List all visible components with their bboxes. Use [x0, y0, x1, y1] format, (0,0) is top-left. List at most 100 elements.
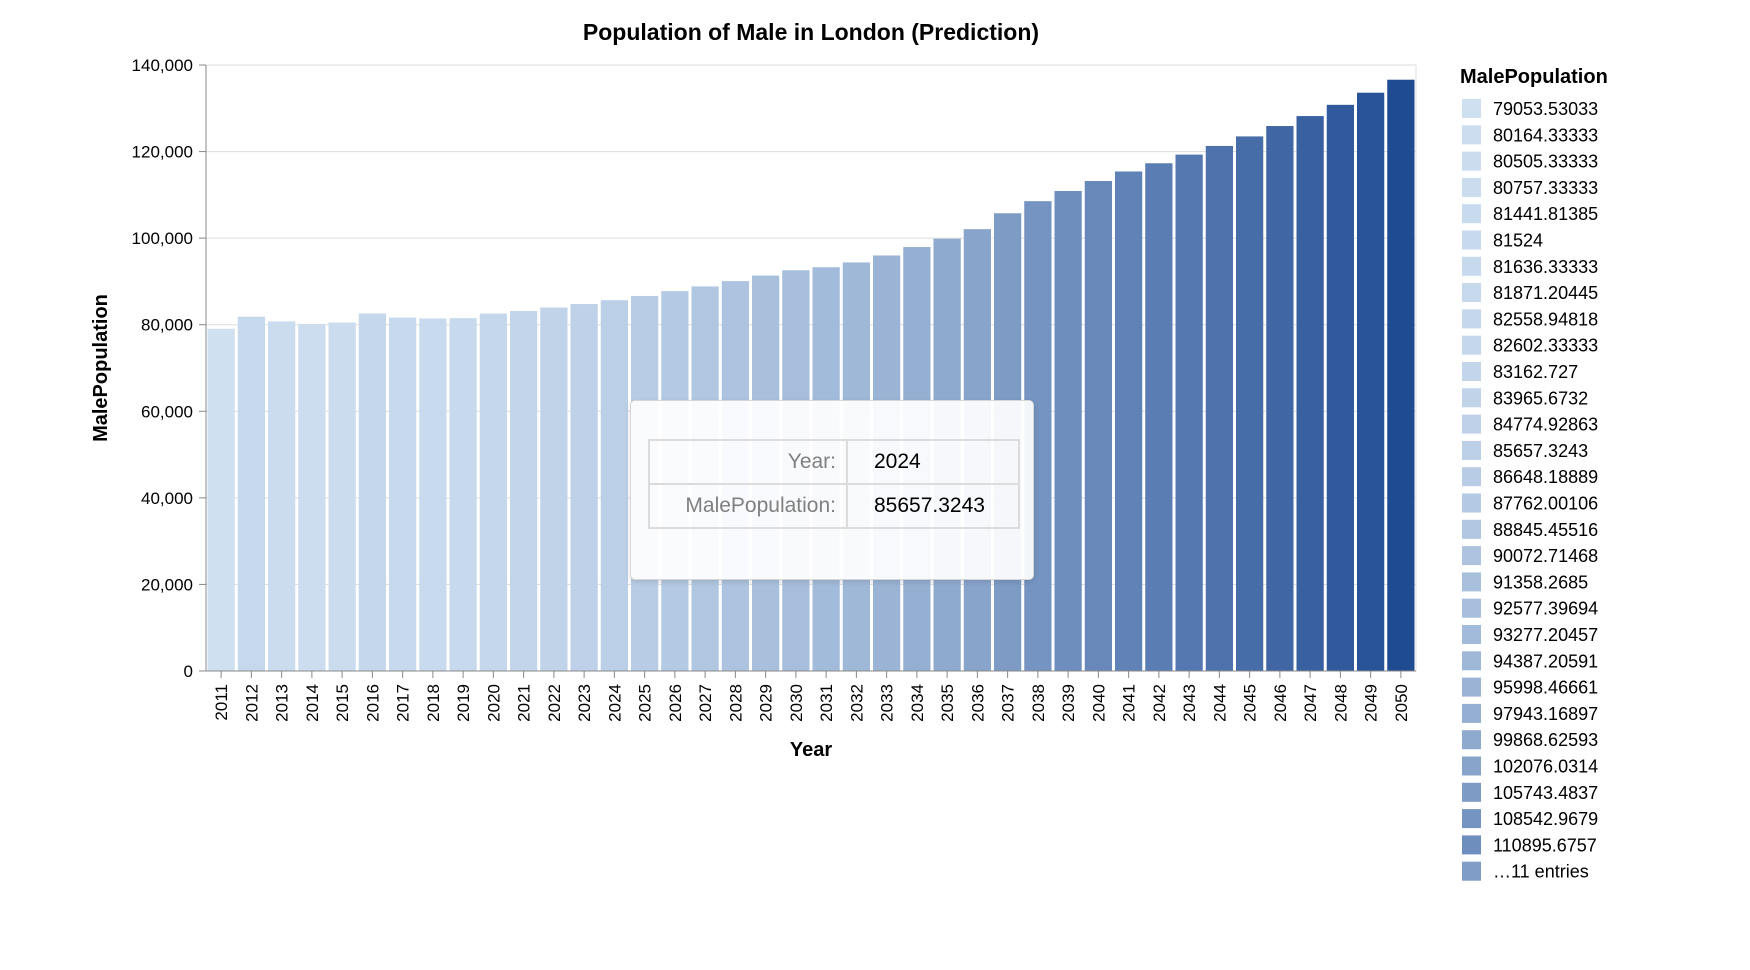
x-tick-label: 2023 [575, 684, 594, 722]
x-tick-label: 2048 [1331, 684, 1350, 722]
x-tick-label: 2013 [273, 684, 292, 722]
bar-2013 [268, 321, 296, 671]
x-tick-label: 2041 [1120, 684, 1139, 722]
tooltip-year-label: Year: [648, 439, 848, 485]
legend-entry-label: 87762.00106 [1493, 494, 1598, 514]
legend-swatch [1462, 256, 1481, 276]
tooltip-year-value: 2024 [846, 439, 1020, 485]
x-tick-label: 2040 [1089, 684, 1108, 722]
bar-2012 [237, 316, 265, 671]
x-tick-label: 2021 [515, 684, 534, 722]
tooltip-population-value: 85657.3243 [846, 483, 1020, 529]
legend-entry-label: 93277.20457 [1493, 625, 1598, 645]
x-tick-label: 2032 [847, 684, 866, 722]
legend-entry-label: 86648.18889 [1493, 467, 1598, 487]
x-tick-label: 2015 [333, 684, 352, 722]
legend-swatch [1462, 467, 1481, 487]
legend-swatch [1462, 230, 1481, 250]
y-tick-label: 80,000 [141, 316, 193, 335]
legend-entry-label: …11 entries [1493, 862, 1589, 882]
x-tick-label: 2034 [908, 684, 927, 722]
x-tick-label: 2018 [424, 684, 443, 722]
chart-title: Population of Male in London (Prediction… [583, 19, 1039, 45]
x-tick-label: 2036 [968, 684, 987, 722]
legend-entry-label: 102076.0314 [1493, 757, 1598, 777]
legend-entry-label: 80164.33333 [1493, 125, 1598, 145]
y-tick-label: 0 [184, 662, 193, 681]
y-tick-label: 100,000 [132, 229, 193, 248]
y-axis-title: MalePopulation [90, 294, 112, 442]
bar-2047 [1296, 116, 1324, 671]
x-tick-label: 2038 [1029, 684, 1048, 722]
legend-swatch [1462, 177, 1481, 197]
legend-entry-label: 110895.6757 [1493, 835, 1597, 855]
legend-entry-label: 80505.33333 [1493, 152, 1598, 172]
x-tick-label: 2024 [605, 684, 624, 722]
bar-2046 [1266, 126, 1294, 672]
x-tick-label: 2045 [1241, 684, 1260, 722]
legend-entry-label: 83162.727 [1493, 362, 1578, 382]
legend-entry-label: 85657.3243 [1493, 441, 1588, 461]
x-tick-label: 2035 [938, 684, 957, 722]
x-axis-title: Year [790, 739, 832, 761]
x-tick-label: 2025 [636, 684, 655, 722]
legend-swatch [1462, 283, 1481, 303]
legend-swatch [1462, 677, 1481, 697]
bar-2020 [479, 313, 507, 671]
bar-2044 [1205, 145, 1233, 672]
bar-2021 [510, 311, 538, 671]
y-tick-label: 20,000 [141, 575, 193, 594]
legend-entry-label: 94387.20591 [1493, 651, 1598, 671]
legend-swatch [1462, 756, 1481, 776]
legend-swatch [1462, 625, 1481, 644]
legend-swatch [1462, 493, 1481, 513]
x-tick-label: 2049 [1362, 684, 1381, 722]
x-tick-label: 2012 [242, 684, 261, 722]
bar-2049 [1357, 92, 1385, 671]
bar-2017 [389, 317, 417, 671]
x-tick-label: 2017 [394, 684, 413, 722]
legend-swatch [1462, 572, 1481, 592]
legend-swatch [1462, 651, 1481, 671]
bar-2014 [298, 324, 326, 671]
legend-swatch [1462, 414, 1481, 434]
legend-swatch [1462, 204, 1481, 224]
legend-entry-label: 84774.92863 [1493, 415, 1598, 435]
legend-swatch [1462, 125, 1481, 145]
legend-swatch [1462, 362, 1481, 381]
y-tick-label: 140,000 [132, 56, 193, 75]
bar-2023 [570, 304, 598, 671]
legend-entry-label: 81636.33333 [1493, 257, 1598, 277]
bar-2045 [1236, 136, 1264, 671]
bar-2039 [1054, 190, 1082, 671]
legend-entry-label: 79053.53033 [1493, 99, 1598, 119]
tooltip-row-population: MalePopulation: 85657.3243 [648, 483, 1020, 529]
x-tick-label: 2027 [696, 684, 715, 722]
legend-entry-label: 81871.20445 [1493, 283, 1598, 303]
legend-swatch [1462, 730, 1481, 750]
legend-entry-label: 91358.2685 [1493, 572, 1588, 592]
x-tick-label: 2011 [212, 684, 231, 721]
bar-2015 [328, 322, 356, 671]
legend-title: MalePopulation [1460, 66, 1608, 88]
x-tick-label: 2029 [757, 684, 776, 722]
legend-swatch [1462, 703, 1481, 723]
legend-entry-label: 105743.4837 [1493, 783, 1598, 803]
legend-swatch [1462, 861, 1481, 881]
legend-entry-label: 83965.6732 [1493, 388, 1588, 408]
legend-entry-label: 80757.33333 [1493, 178, 1598, 198]
legend-entry-label: 97943.16897 [1493, 704, 1598, 724]
x-tick-label: 2042 [1150, 684, 1169, 722]
legend-swatch [1462, 809, 1481, 829]
y-tick-label: 40,000 [141, 489, 193, 508]
bar-2043 [1175, 154, 1203, 671]
y-tick-label: 120,000 [132, 143, 193, 162]
legend-swatch [1462, 835, 1481, 855]
tooltip-table: Year: 2024 MalePopulation: 85657.3243 [648, 439, 1020, 529]
bar-2024 [600, 300, 628, 671]
legend-swatch [1462, 388, 1481, 408]
x-tick-label: 2022 [545, 684, 564, 722]
tooltip-population-label: MalePopulation: [648, 483, 848, 529]
bar-2018 [419, 318, 447, 671]
legend-entry-label: 108542.9679 [1493, 809, 1598, 829]
